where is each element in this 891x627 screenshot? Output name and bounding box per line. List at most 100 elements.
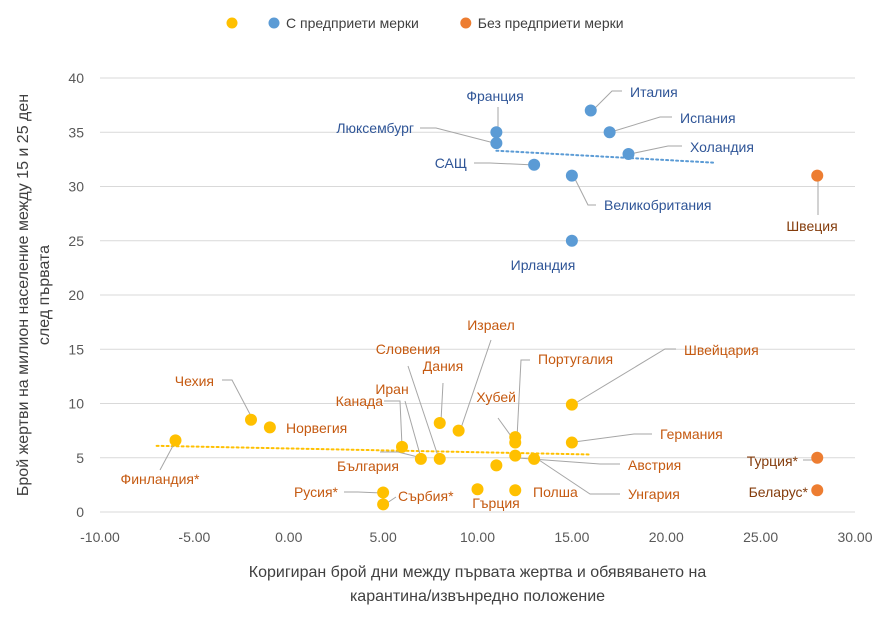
data-point-хубей — [509, 431, 522, 444]
legend-marker — [226, 17, 238, 29]
leader-line — [573, 348, 676, 405]
legend-marker — [460, 17, 472, 29]
data-point-турция — [811, 451, 824, 464]
data-point-израел — [490, 459, 503, 472]
data-label: Германия — [660, 426, 723, 442]
leader-line — [591, 90, 622, 112]
legend-entry: С предприети мерки — [286, 15, 419, 31]
axis-titles: Коригиран брой дни между първата жертва … — [15, 94, 706, 605]
x-tick-label: 25.00 — [743, 529, 778, 545]
x-tick-label: 20.00 — [649, 529, 684, 545]
data-point-унгария — [528, 452, 541, 465]
data-label: Швеция — [786, 218, 837, 234]
data-label: Великобритания — [604, 197, 712, 213]
data-point-австрия — [509, 449, 522, 462]
leader-line — [573, 433, 652, 443]
data-point-българия — [414, 452, 427, 465]
data-point-испания — [603, 126, 616, 139]
y-tick-label: 5 — [76, 450, 84, 466]
trendline — [495, 149, 715, 164]
data-label: Норвегия — [286, 420, 347, 436]
data-label: Испания — [680, 110, 736, 126]
data-label: САЩ — [435, 155, 467, 171]
label-leader-lines — [159, 90, 819, 506]
x-axis-title: карантина/извънредно положение — [350, 588, 605, 605]
leader-line — [516, 359, 530, 439]
data-label: Турция* — [747, 453, 799, 469]
y-tick-label: 20 — [68, 287, 84, 303]
data-label: Гърция — [472, 495, 520, 511]
y-tick-label: 35 — [68, 124, 84, 140]
data-point-германия — [565, 436, 578, 449]
legend-entry: Без предприети мерки — [478, 15, 624, 31]
gridlines — [100, 77, 855, 513]
data-label: Австрия — [628, 457, 681, 473]
data-label: Люксембург — [336, 120, 414, 136]
y-tick-label: 30 — [68, 179, 84, 195]
leader-line — [474, 162, 536, 166]
data-point-франция — [490, 126, 503, 139]
data-label: Дания — [423, 358, 463, 374]
data-label: Франция — [466, 88, 523, 104]
trendline — [155, 444, 592, 456]
leader-line — [384, 400, 403, 447]
data-point-русия — [377, 486, 390, 499]
leader-line — [380, 451, 423, 459]
data-labels: Финландия* Чехия Норвегия Русия* Сърбия* Кана… — [121, 84, 838, 511]
x-tick-label: 0.00 — [275, 529, 302, 545]
data-label: Ирландия — [511, 257, 576, 273]
x-tick-label: 10.00 — [460, 529, 495, 545]
data-points — [169, 104, 824, 511]
data-point-ирландия — [565, 234, 578, 247]
x-axis-title: Коригиран брой дни между първата жертва … — [249, 564, 707, 581]
y-axis-title: след първата — [36, 245, 53, 345]
data-point-холандия — [622, 147, 635, 160]
leader-line — [420, 127, 499, 145]
data-point-финландия — [169, 434, 182, 447]
y-tick-label: 15 — [68, 341, 84, 357]
data-point-полша — [509, 484, 522, 497]
data-label: Израел — [467, 317, 515, 333]
data-point-иран — [433, 452, 446, 465]
data-label: Беларус* — [749, 484, 809, 500]
x-tick-label: -10.00 — [80, 529, 120, 545]
data-point-беларус — [811, 484, 824, 497]
axis-ticks: 0 5 10 15 20 25 30 35 40 -10.00 -5.00 0.00 5.00 10.00… — [68, 70, 872, 545]
leader-line — [440, 382, 444, 422]
leader-line — [407, 365, 439, 457]
data-label: Хубей — [476, 389, 516, 405]
data-label: Словения — [376, 341, 440, 357]
y-tick-label: 0 — [76, 504, 84, 520]
y-tick-label: 25 — [68, 233, 84, 249]
x-tick-label: 5.00 — [370, 529, 397, 545]
data-point-дания — [452, 424, 465, 437]
data-label: Чехия — [175, 373, 214, 389]
legend-marker — [268, 17, 280, 29]
leader-line — [573, 176, 596, 206]
data-point-чехия — [245, 413, 257, 426]
data-point-италия — [584, 104, 597, 117]
y-tick-label: 40 — [68, 70, 84, 86]
data-label: Иран — [375, 381, 408, 397]
data-point-швеция — [811, 169, 824, 182]
data-label: Полша — [533, 484, 578, 500]
data-label: Канада — [336, 393, 384, 409]
leader-line — [610, 116, 672, 133]
x-tick-label: 30.00 — [837, 529, 872, 545]
leader-line — [404, 400, 422, 459]
legend: С предприети мерки Без предприети мерки — [226, 15, 624, 31]
leader-line — [222, 379, 253, 419]
y-axis-title: Брой жертви на милион население между 15… — [15, 94, 32, 496]
data-point-канада — [396, 440, 408, 453]
leader-line — [517, 457, 620, 465]
data-point-норвегия — [263, 421, 276, 434]
leader-line — [535, 457, 620, 495]
data-point-сърбия — [377, 498, 390, 511]
data-point-сащ — [528, 158, 541, 171]
data-label: Унгария — [628, 486, 680, 502]
data-label: Холандия — [690, 139, 754, 155]
leader-line — [159, 441, 176, 471]
data-label: Финландия* — [121, 471, 200, 487]
leader-line — [629, 145, 682, 155]
